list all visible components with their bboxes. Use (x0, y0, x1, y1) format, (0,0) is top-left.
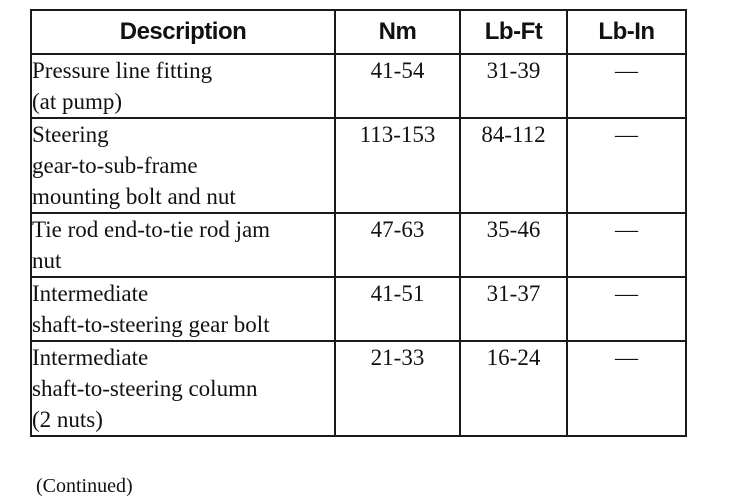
description-line: Intermediate (32, 345, 149, 370)
lb-ft-cell: 84-112 (459, 117, 568, 214)
table-row: Steering gear-to-sub-frame mounting bolt… (30, 117, 687, 214)
description-line: nut (32, 248, 62, 273)
nm-cell: 41-54 (334, 53, 461, 119)
description-line: Intermediate (32, 281, 149, 306)
lb-ft-cell: 31-37 (459, 276, 568, 342)
lb-in-cell: — (566, 117, 687, 214)
lb-in-cell: — (566, 53, 687, 119)
description-line: mounting bolt and nut (32, 184, 236, 209)
lb-in-cell: — (566, 212, 687, 278)
table-row: Pressure line fitting (at pump) 41-54 31… (30, 53, 687, 119)
description-cell: Steering gear-to-sub-frame mounting bolt… (30, 117, 336, 214)
table-header-row: Description Nm Lb-Ft Lb-In (30, 9, 687, 55)
table-row: Intermediate shaft-to-steering gear bolt… (30, 276, 687, 342)
description-line: shaft-to-steering gear bolt (32, 312, 270, 337)
description-line: shaft-to-steering column (32, 376, 258, 401)
header-description: Description (30, 9, 336, 55)
table-row: Intermediate shaft-to-steering column (2… (30, 340, 687, 437)
continued-note: (Continued) (36, 475, 133, 497)
lb-in-cell: — (566, 340, 687, 437)
description-line: Steering (32, 122, 109, 147)
description-cell: Intermediate shaft-to-steering column (2… (30, 340, 336, 437)
nm-cell: 21-33 (334, 340, 461, 437)
lb-ft-cell: 31-39 (459, 53, 568, 119)
header-lb-in: Lb-In (566, 9, 687, 55)
lb-ft-cell: 35-46 (459, 212, 568, 278)
header-nm: Nm (334, 9, 461, 55)
nm-cell: 41-51 (334, 276, 461, 342)
description-line: gear-to-sub-frame (32, 153, 198, 178)
description-cell: Intermediate shaft-to-steering gear bolt (30, 276, 336, 342)
description-line: Tie rod end-to-tie rod jam (32, 217, 271, 242)
table-row: Tie rod end-to-tie rod jam nut 47-63 35-… (30, 212, 687, 278)
description-cell: Pressure line fitting (at pump) (30, 53, 336, 119)
nm-cell: 113-153 (334, 117, 461, 214)
description-cell: Tie rod end-to-tie rod jam nut (30, 212, 336, 278)
torque-spec-table: Description Nm Lb-Ft Lb-In Pressure line… (30, 9, 687, 437)
lb-in-cell: — (566, 276, 687, 342)
nm-cell: 47-63 (334, 212, 461, 278)
lb-ft-cell: 16-24 (459, 340, 568, 437)
description-line: (at pump) (32, 89, 123, 114)
description-line: (2 nuts) (32, 407, 103, 432)
header-lb-ft: Lb-Ft (459, 9, 568, 55)
description-line: Pressure line fitting (32, 58, 213, 83)
